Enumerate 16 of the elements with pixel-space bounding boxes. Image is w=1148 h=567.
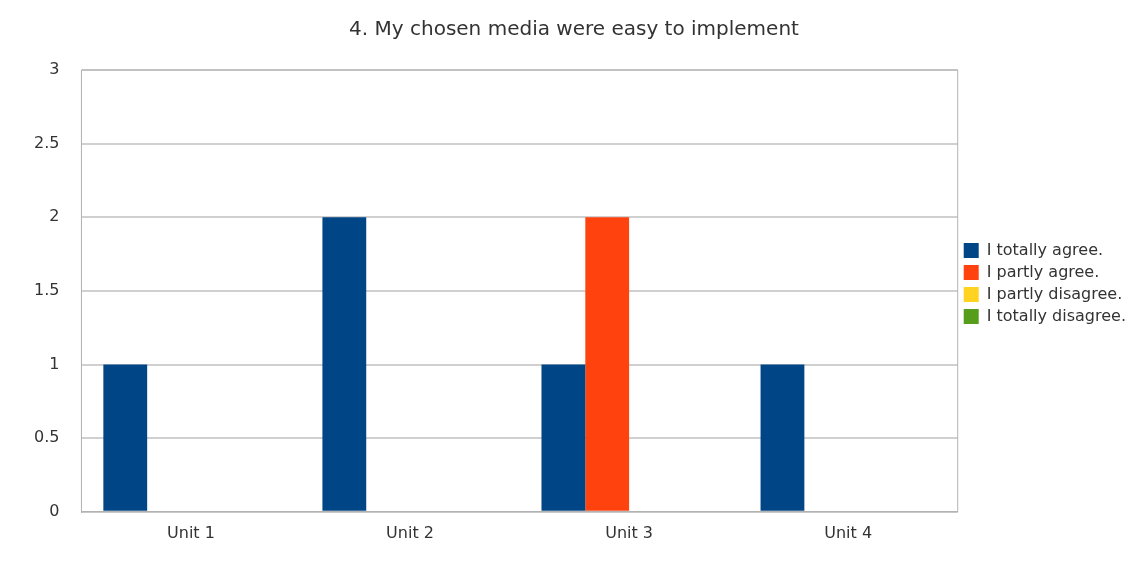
x-tick-label: Unit 2	[386, 522, 434, 542]
y-tick-label: 0	[49, 500, 60, 520]
legend-label: I totally disagree.	[986, 305, 1127, 325]
legend-label: I partly disagree.	[986, 283, 1123, 303]
y-tick-label: 3	[49, 59, 60, 79]
y-tick-label: 0.5	[33, 427, 60, 447]
y-tick-label: 2	[49, 206, 60, 226]
chart-title: 4. My chosen media were easy to implement	[349, 16, 800, 41]
y-tick-label: 1.5	[33, 280, 60, 300]
y-tick-label: 2.5	[33, 132, 60, 152]
y-tick-label: 1	[49, 353, 60, 373]
legend-label: I totally agree.	[986, 239, 1104, 259]
x-tick-label: Unit 3	[605, 522, 654, 542]
x-tick-label: Unit 4	[824, 522, 873, 542]
legend-label: I partly agree.	[986, 261, 1100, 281]
x-tick-label: Unit 1	[167, 522, 215, 542]
